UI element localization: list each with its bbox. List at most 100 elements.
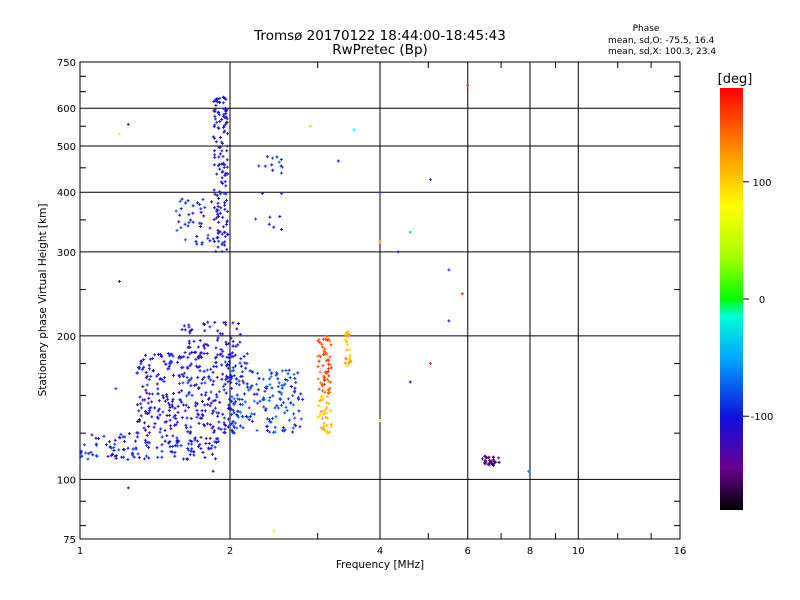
data-point xyxy=(233,364,237,368)
data-point xyxy=(168,406,172,410)
data-point xyxy=(180,389,184,393)
data-point xyxy=(136,452,140,456)
data-point xyxy=(187,442,191,446)
data-point xyxy=(320,382,324,386)
data-point xyxy=(171,373,175,377)
data-point xyxy=(223,427,227,431)
data-point xyxy=(135,371,139,375)
data-point xyxy=(268,383,272,387)
data-point xyxy=(220,249,224,253)
data-point xyxy=(225,117,229,121)
data-point xyxy=(147,363,151,367)
data-point xyxy=(217,126,221,130)
data-point xyxy=(326,369,330,373)
data-point xyxy=(209,390,213,394)
data-point xyxy=(162,359,166,363)
data-point xyxy=(240,397,244,401)
data-point xyxy=(274,415,278,419)
data-point xyxy=(194,404,198,408)
data-point xyxy=(224,424,228,428)
data-point xyxy=(150,392,154,396)
data-point xyxy=(161,410,165,414)
data-point xyxy=(147,377,151,381)
data-point xyxy=(229,413,233,417)
data-point xyxy=(218,145,222,149)
data-point xyxy=(203,205,207,209)
data-point xyxy=(214,393,218,397)
data-point xyxy=(348,353,352,357)
data-point xyxy=(180,328,184,332)
data-point xyxy=(278,215,282,219)
data-point xyxy=(224,109,228,113)
data-point xyxy=(283,411,287,415)
data-point xyxy=(276,377,280,381)
data-point xyxy=(189,430,193,434)
data-point xyxy=(218,332,222,336)
data-point xyxy=(156,352,160,356)
data-point xyxy=(487,458,491,462)
data-point xyxy=(223,203,227,207)
y-tick-label: 300 xyxy=(57,248,76,259)
data-point xyxy=(211,469,215,473)
data-point xyxy=(182,457,186,461)
data-point xyxy=(196,412,200,416)
data-point xyxy=(139,402,143,406)
data-point xyxy=(226,132,230,136)
data-point xyxy=(224,391,228,395)
data-point xyxy=(325,423,329,427)
data-point xyxy=(321,364,325,368)
data-point xyxy=(219,347,223,351)
data-point xyxy=(192,450,196,454)
data-point xyxy=(119,432,123,436)
data-point xyxy=(289,401,293,405)
data-point xyxy=(327,379,331,383)
data-point xyxy=(193,436,197,440)
data-point xyxy=(237,379,241,383)
data-point xyxy=(171,354,175,358)
data-point xyxy=(183,328,187,332)
data-point xyxy=(327,402,331,406)
data-point xyxy=(325,412,329,416)
data-point xyxy=(179,207,183,211)
data-point xyxy=(225,149,229,153)
data-point xyxy=(316,339,320,343)
data-point xyxy=(277,160,281,164)
data-point xyxy=(147,456,151,460)
data-point xyxy=(497,456,501,460)
data-point xyxy=(318,399,322,403)
data-point xyxy=(221,215,225,219)
data-point xyxy=(189,449,193,453)
data-point xyxy=(224,340,228,344)
data-point xyxy=(223,115,227,119)
data-point xyxy=(317,387,321,391)
data-point xyxy=(195,408,199,412)
data-point xyxy=(265,429,269,433)
data-point xyxy=(84,451,88,455)
data-point xyxy=(90,433,94,437)
data-point xyxy=(157,399,161,403)
data-point xyxy=(113,438,117,442)
data-point xyxy=(233,421,237,425)
data-point xyxy=(325,377,329,381)
data-point xyxy=(320,389,324,393)
data-point xyxy=(232,431,236,435)
data-point xyxy=(292,372,296,376)
data-point xyxy=(202,322,206,326)
data-point xyxy=(228,378,232,382)
data-point xyxy=(168,418,172,422)
data-point xyxy=(325,338,329,342)
data-point xyxy=(147,367,151,371)
data-point xyxy=(258,399,262,403)
data-point xyxy=(241,403,245,407)
data-point xyxy=(147,431,151,435)
data-point xyxy=(176,410,180,414)
data-point xyxy=(231,366,235,370)
data-point xyxy=(196,365,200,369)
colorbar-tick-label: 0 xyxy=(759,295,765,306)
data-point xyxy=(134,439,138,443)
data-point xyxy=(91,453,95,457)
data-point xyxy=(288,376,292,380)
data-point xyxy=(160,378,164,382)
data-point xyxy=(208,404,212,408)
data-point xyxy=(195,415,199,419)
